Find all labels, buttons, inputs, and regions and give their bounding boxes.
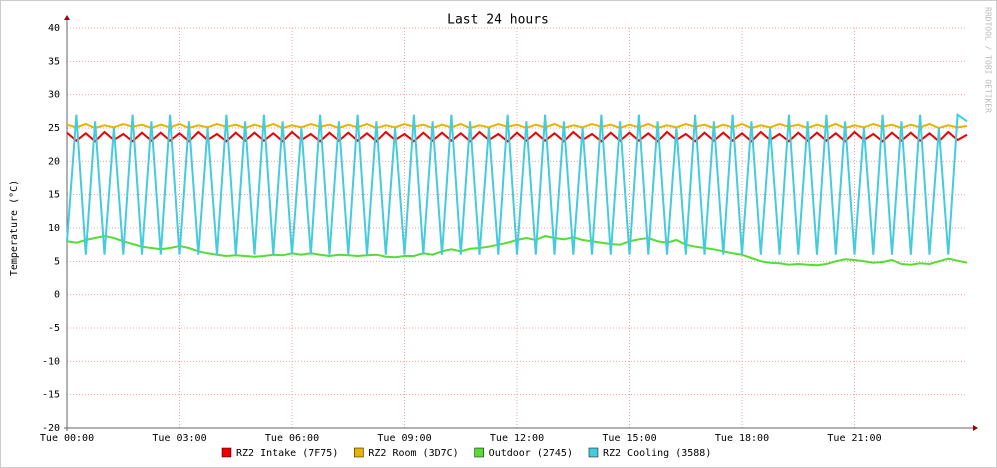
legend-swatch xyxy=(588,447,599,458)
y-tick-label: 0 xyxy=(54,290,60,301)
y-tick-label: 30 xyxy=(48,90,60,101)
y-axis-label: Temperature (°C) xyxy=(9,180,20,276)
x-tick-label: Tue 06:00 xyxy=(265,433,319,444)
y-tick-label: 40 xyxy=(48,23,60,34)
series-line xyxy=(66,130,968,143)
legend-label: RZ2 Room (3D7C) xyxy=(368,448,458,459)
series-line xyxy=(66,122,968,130)
axis-arrow xyxy=(64,15,70,20)
series-line xyxy=(66,112,968,255)
x-tick-label: Tue 09:00 xyxy=(377,433,431,444)
legend-swatch xyxy=(354,447,364,458)
axis-arrow xyxy=(973,425,978,431)
y-tick-label: -10 xyxy=(42,356,60,367)
x-tick-label: Tue 18:00 xyxy=(715,433,769,444)
legend-label: RZ2 Cooling (3588) xyxy=(603,448,711,459)
x-tick-label: Tue 21:00 xyxy=(827,433,881,444)
y-tick-label: -5 xyxy=(48,323,60,334)
x-tick-label: Tue 15:00 xyxy=(602,433,656,444)
y-tick-label: -20 xyxy=(42,423,60,434)
legend-label: Outdoor (2745) xyxy=(489,448,573,459)
x-tick-label: Tue 03:00 xyxy=(152,433,206,444)
x-tick-label: Tue 12:00 xyxy=(490,433,544,444)
y-tick-label: -15 xyxy=(42,390,60,401)
x-tick-label: Tue 00:00 xyxy=(40,433,94,444)
y-tick-label: 35 xyxy=(48,56,60,67)
y-tick-label: 15 xyxy=(48,190,60,201)
y-tick-label: 10 xyxy=(48,223,60,234)
chart-title: Last 24 hours xyxy=(447,13,549,28)
watermark: RRDTOOL / TOBI OETIKER xyxy=(984,7,993,113)
y-tick-label: 25 xyxy=(48,123,60,134)
y-tick-label: 20 xyxy=(48,156,60,167)
y-tick-label: 5 xyxy=(54,256,60,267)
legend-swatch xyxy=(474,447,484,458)
legend-swatch xyxy=(221,447,232,458)
legend-label: RZ2 Intake (7F75) xyxy=(236,448,338,459)
